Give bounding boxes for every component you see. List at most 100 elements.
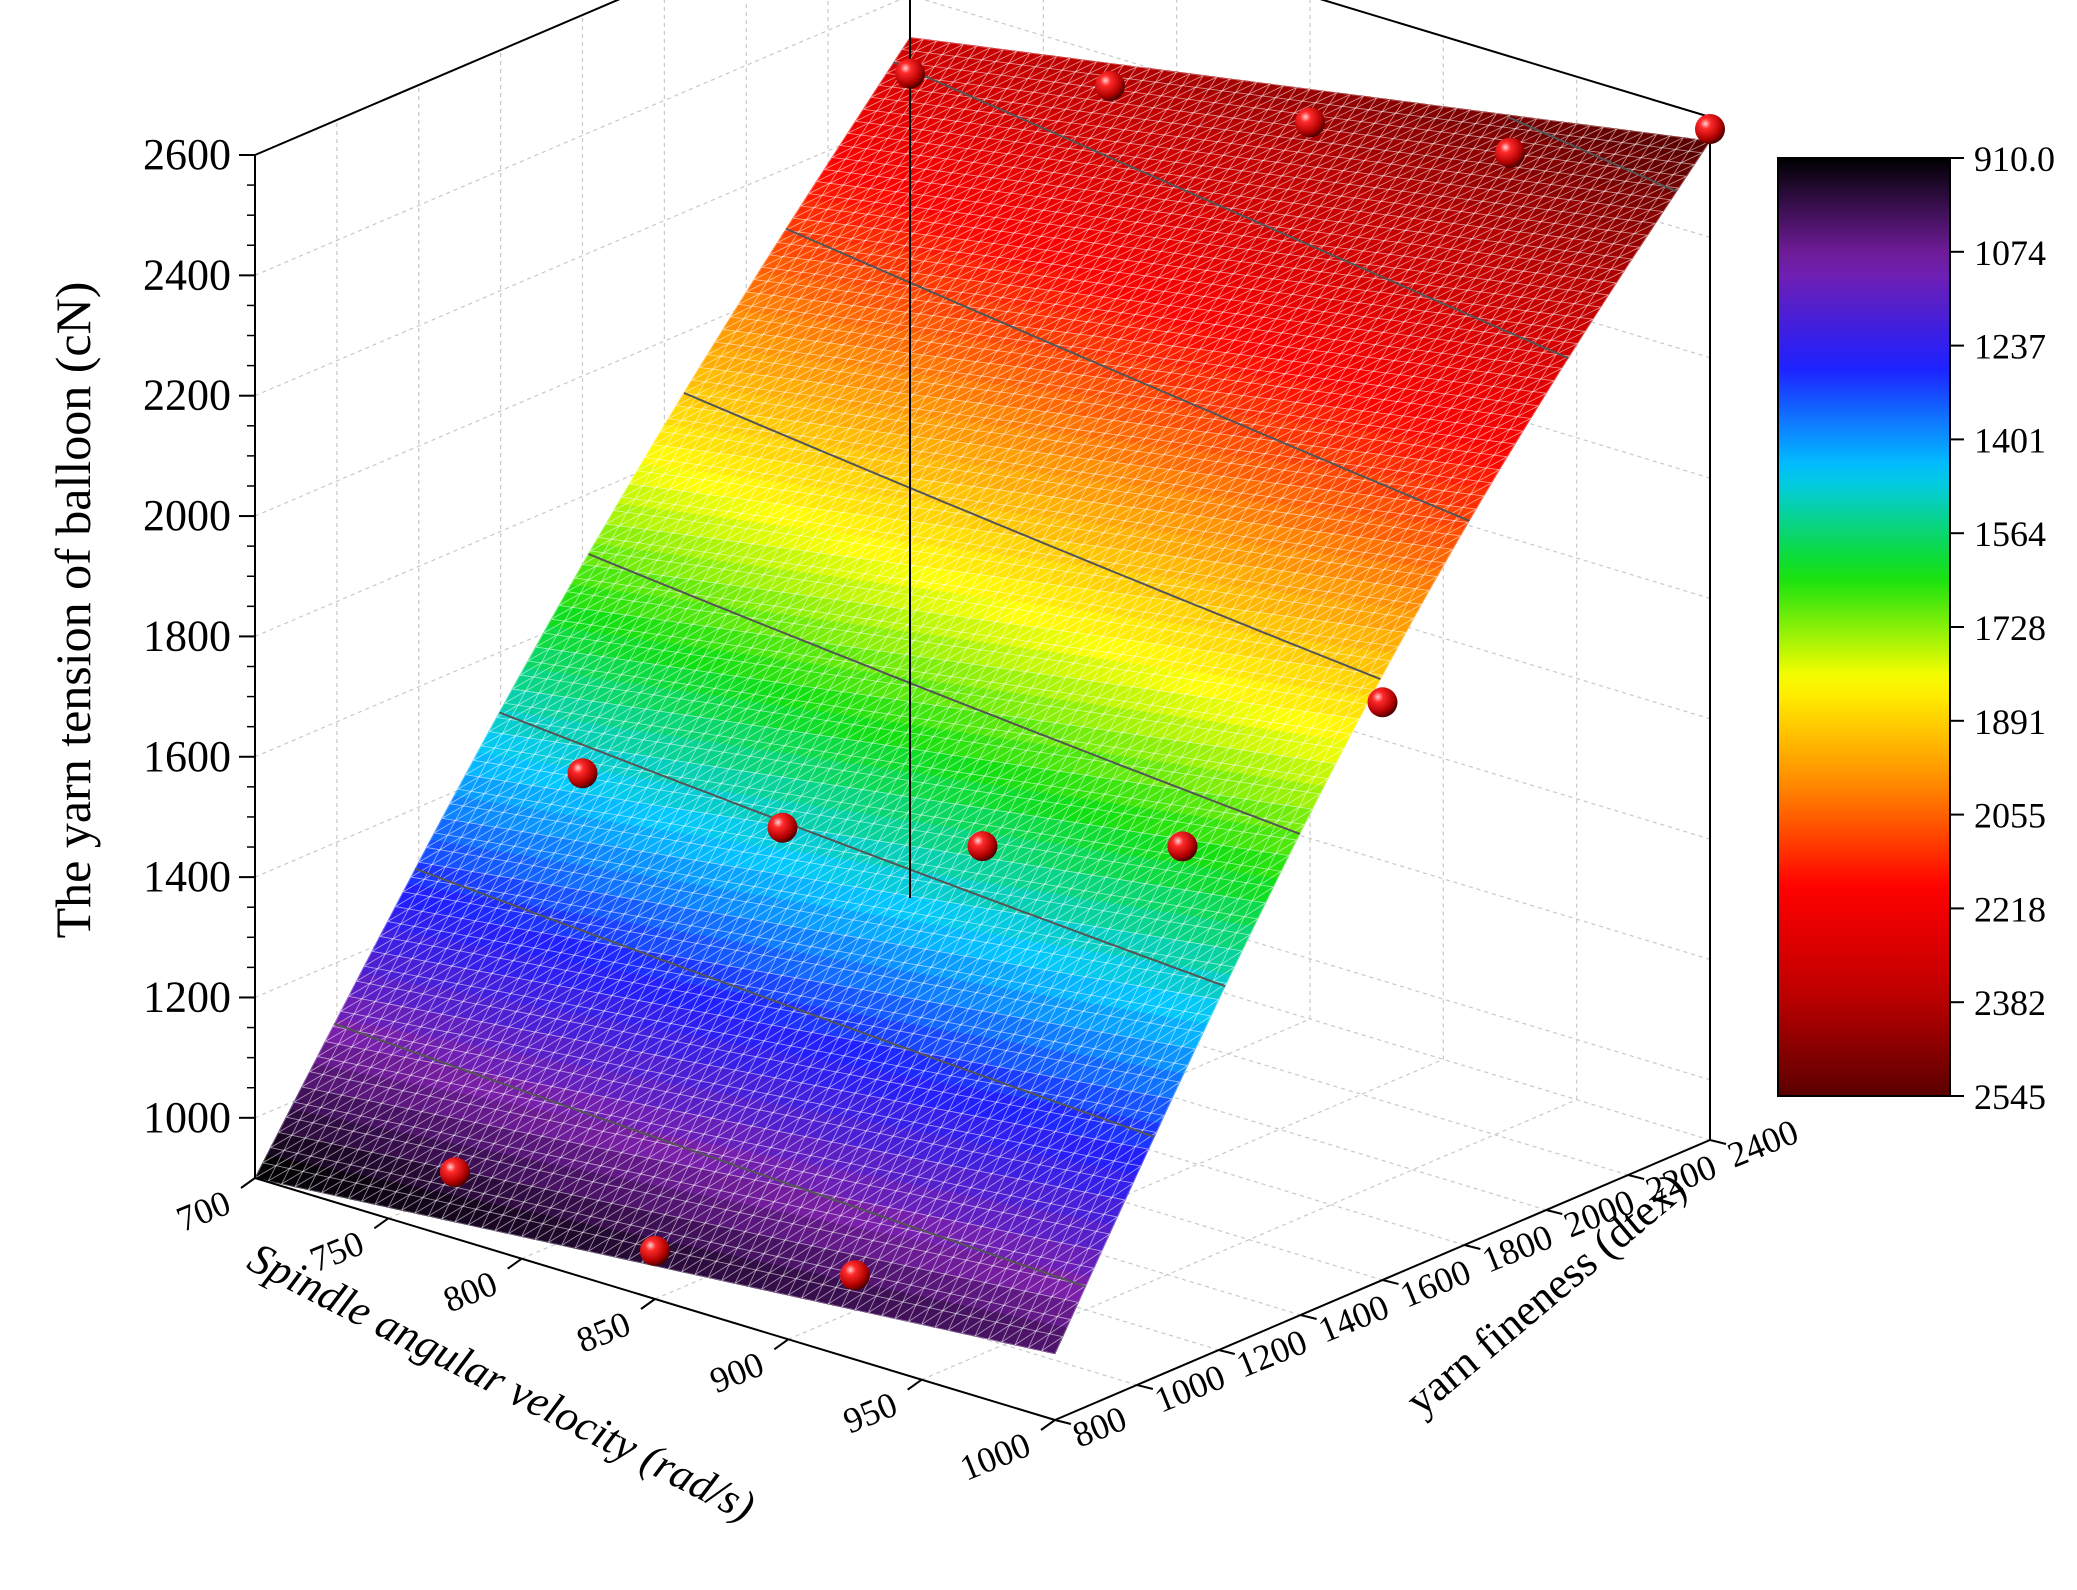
box-edge xyxy=(254,0,621,156)
colorbar-label: 910.0 xyxy=(1974,139,2055,179)
mesh-line xyxy=(340,294,1609,1012)
mesh-line xyxy=(774,999,1220,1293)
mesh-line xyxy=(785,64,1124,231)
data-point xyxy=(1095,70,1125,101)
mesh-line xyxy=(894,1148,1149,1319)
mesh-line xyxy=(1041,1336,1064,1352)
data-point xyxy=(895,58,925,89)
x-tick xyxy=(373,1217,389,1230)
mesh-line xyxy=(356,270,1625,982)
mesh-line xyxy=(831,54,1044,158)
mesh-line xyxy=(691,85,1284,381)
mesh-line xyxy=(321,495,1485,1194)
x-tick xyxy=(907,1378,923,1391)
mesh-line xyxy=(708,918,1258,1278)
x-tick-label: 800 xyxy=(438,1263,503,1320)
data-point xyxy=(840,1260,870,1291)
contour-line xyxy=(588,553,1301,835)
mesh-line xyxy=(605,104,1431,525)
z-tick-label: 2000 xyxy=(143,491,231,540)
mesh-line xyxy=(426,164,1695,848)
mesh-line xyxy=(281,456,1508,1185)
mesh-line xyxy=(613,102,1417,511)
mesh-line xyxy=(668,90,1324,420)
mesh-line xyxy=(660,92,1337,432)
colorbar xyxy=(1777,157,1951,1097)
mesh-line xyxy=(527,121,1564,662)
mesh-line xyxy=(504,126,1604,704)
mesh-line xyxy=(734,950,1243,1284)
mesh-line xyxy=(1001,1284,1087,1343)
z-tick-label: 2400 xyxy=(143,250,231,299)
mesh-line xyxy=(268,443,1516,1182)
mesh-line xyxy=(894,40,937,62)
mesh-line xyxy=(730,76,1217,318)
mesh-line xyxy=(508,689,1375,1235)
mesh-line xyxy=(401,576,1438,1211)
mesh-line xyxy=(457,137,1684,790)
x-tick-label: 900 xyxy=(704,1344,769,1401)
mesh-line xyxy=(636,97,1377,472)
data-point xyxy=(1295,107,1325,138)
contour-line xyxy=(414,867,1155,1138)
mesh-line xyxy=(628,824,1305,1261)
mesh-line xyxy=(324,318,1594,1042)
x-tick xyxy=(507,1257,523,1270)
mesh-line xyxy=(753,71,1177,281)
mesh-line xyxy=(535,119,1551,648)
mesh-line xyxy=(863,47,991,110)
mesh-line xyxy=(681,886,1274,1273)
mesh-line xyxy=(841,1081,1181,1308)
z-tick-label: 1000 xyxy=(143,1093,231,1142)
mesh-line xyxy=(473,133,1657,761)
x-tick-label: 1000 xyxy=(954,1424,1036,1488)
mesh-line xyxy=(948,1216,1118,1331)
z-tick-label: 2600 xyxy=(143,130,231,179)
mesh-line xyxy=(519,123,1577,676)
mesh-line xyxy=(675,88,1311,407)
mesh-line xyxy=(262,418,1531,1164)
mesh-line xyxy=(644,95,1364,459)
contour-line xyxy=(893,61,1569,360)
mesh-line xyxy=(816,57,1071,183)
mesh-line xyxy=(521,703,1368,1237)
data-point xyxy=(1695,114,1725,145)
mesh-line xyxy=(828,1065,1188,1305)
mesh-line xyxy=(824,56,1057,170)
wall-grid-line xyxy=(254,0,901,276)
mesh-line xyxy=(683,87,1297,394)
mesh-line xyxy=(588,778,1329,1252)
mesh-line xyxy=(746,73,1191,293)
colorbar-label: 2055 xyxy=(1974,796,2046,836)
mesh-line xyxy=(348,282,1617,997)
mesh-line xyxy=(847,50,1017,134)
x-tick xyxy=(240,1177,256,1189)
mesh-line xyxy=(558,114,1511,606)
mesh-line xyxy=(293,367,1563,1103)
mesh-line xyxy=(488,130,1631,732)
mesh-line xyxy=(854,1098,1173,1311)
data-point xyxy=(1495,137,1525,168)
y-tick xyxy=(1627,1174,1645,1180)
mesh-line xyxy=(654,855,1290,1267)
mesh-line xyxy=(641,839,1297,1264)
mesh-line xyxy=(418,175,1687,863)
mesh-line xyxy=(761,982,1227,1290)
mesh-line xyxy=(769,68,1151,256)
z-tick-label: 1800 xyxy=(143,611,231,660)
z-tick-label: 1400 xyxy=(143,852,231,901)
y-tick xyxy=(1136,1384,1154,1390)
mesh-line xyxy=(317,330,1586,1057)
mesh-line xyxy=(494,674,1383,1232)
mesh-line xyxy=(652,94,1351,445)
y-tick-label: 800 xyxy=(1067,1398,1132,1455)
y-tick xyxy=(1546,1209,1563,1215)
z-tick-label: 1600 xyxy=(143,732,231,781)
mesh-line xyxy=(808,59,1084,195)
mesh-line xyxy=(707,81,1257,356)
mesh-line xyxy=(402,199,1672,893)
data-point xyxy=(1167,831,1198,862)
mesh-line xyxy=(308,482,1492,1191)
mesh-line xyxy=(334,508,1477,1196)
data-point xyxy=(967,831,998,862)
